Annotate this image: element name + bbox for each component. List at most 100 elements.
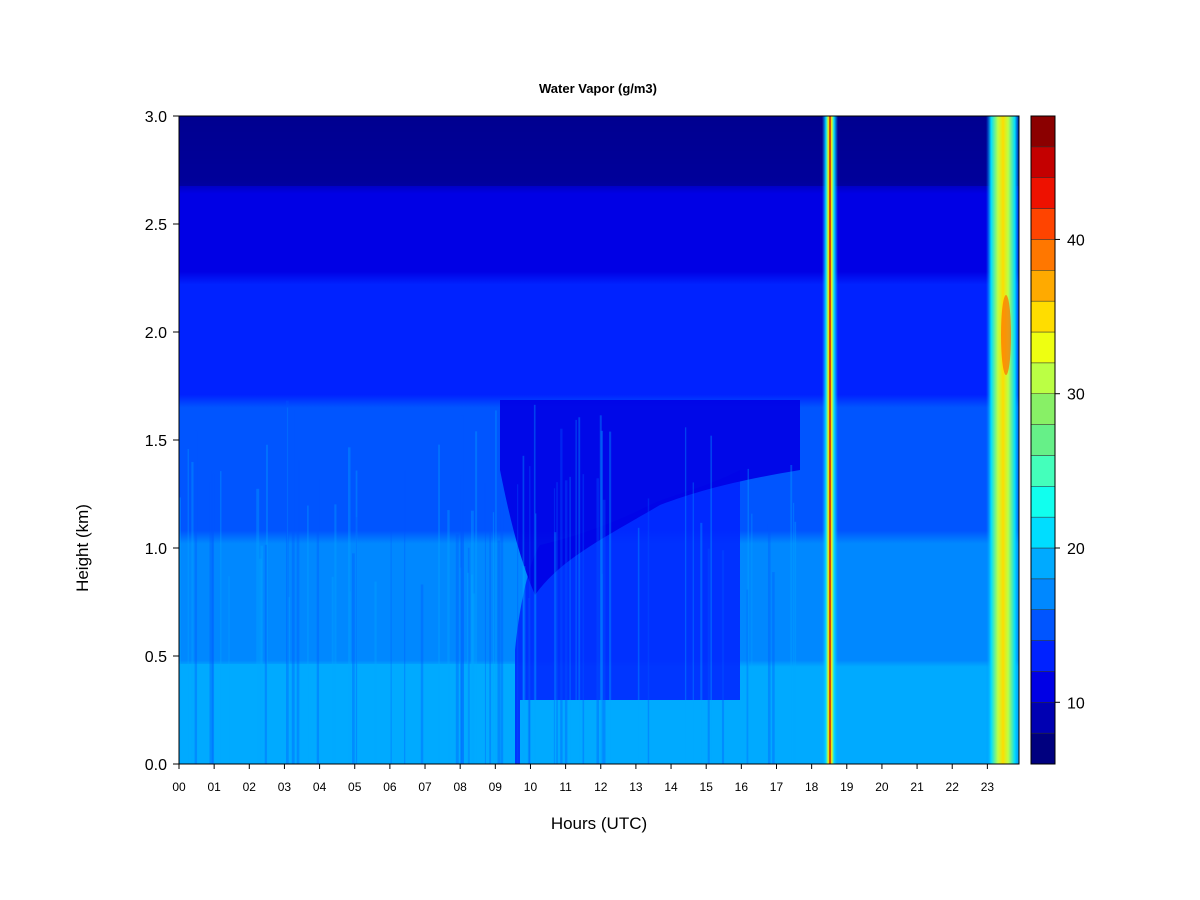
heatmap-streak	[495, 410, 497, 764]
colorbar-swatch	[1030, 300, 1056, 333]
heatmap-streak	[285, 400, 289, 764]
heatmap-streak	[355, 470, 358, 764]
heatmap-streak	[560, 428, 563, 764]
heatmap-streak	[692, 482, 694, 764]
heatmap-streak	[564, 480, 568, 764]
x-axis: 00 01 02 03 04 05 06 07 08 09 10 11 12 13 14 15 16 17 18 19…	[172, 764, 994, 794]
heatmap-streak	[707, 548, 710, 764]
heatmap-streak	[529, 466, 531, 764]
colorbar-swatch	[1030, 146, 1056, 178]
heatmap-streak	[554, 532, 557, 764]
heatmap-streak	[517, 484, 519, 764]
y-axis: 0.0 0.5 1.0 1.5 2.0 2.5 3.0	[145, 109, 179, 774]
x-tick-label: 01	[207, 780, 221, 794]
heatmap-streak	[553, 488, 556, 764]
colorbar-swatch	[1030, 424, 1056, 456]
x-tick-label: 06	[383, 780, 397, 794]
heatmap-streak	[286, 407, 289, 764]
moisture-plume-18h	[822, 116, 838, 764]
colorbar: 10 20 30 40	[1030, 115, 1085, 765]
heatmap-streak	[316, 478, 320, 764]
y-tick-label: 2.5	[145, 217, 167, 234]
heatmap-streak	[331, 576, 334, 764]
colorbar-swatch	[1030, 702, 1056, 734]
heatmap-streak	[599, 415, 602, 764]
heatmap-streak	[522, 566, 526, 764]
upper-dry-band	[179, 116, 1019, 186]
heatmap-streak	[220, 471, 222, 764]
x-tick-label: 17	[770, 780, 784, 794]
colorbar-swatch	[1030, 115, 1056, 148]
heatmap-streak	[600, 430, 604, 764]
heatmap-streak	[460, 415, 464, 764]
heatmap-streak	[500, 488, 504, 764]
x-axis-label: Hours (UTC)	[551, 814, 647, 833]
heatmap-streak	[466, 572, 469, 764]
heatmap-streak	[492, 512, 495, 764]
heatmap-streak	[767, 523, 771, 764]
x-tick-label: 16	[735, 780, 749, 794]
heatmap-streak	[212, 473, 215, 764]
colorbar-swatch	[1030, 270, 1056, 302]
x-tick-label: 23	[981, 780, 995, 794]
heatmap-streak	[602, 499, 606, 764]
heatmap-streak	[420, 584, 424, 764]
heatmap-streak	[374, 581, 377, 764]
colorbar-swatch	[1030, 671, 1056, 703]
x-tick-label: 18	[805, 780, 819, 794]
x-tick-label: 08	[453, 780, 467, 794]
heatmap-streak	[569, 476, 571, 764]
colorbar-swatch	[1030, 547, 1056, 580]
heatmap-streak	[390, 405, 392, 764]
x-tick-label: 20	[875, 780, 889, 794]
heatmap-streak	[535, 513, 537, 764]
y-tick-label: 1.0	[145, 541, 167, 558]
heatmap-streak	[462, 501, 464, 764]
heatmap-streak	[191, 461, 194, 764]
heatmap-streak	[471, 574, 474, 764]
colorbar-swatch	[1030, 455, 1056, 487]
heatmap-streak	[575, 419, 577, 764]
colorbar-tick-label: 20	[1067, 541, 1085, 558]
plume-23h-core	[1001, 295, 1011, 375]
y-tick-label: 3.0	[145, 109, 167, 126]
heatmap-streak	[260, 545, 264, 764]
heatmap-streak	[637, 527, 640, 764]
dry-region-upper	[500, 400, 800, 595]
heatmap-streak	[522, 455, 525, 764]
heatmap-streak	[596, 478, 599, 764]
heatmap-streak	[296, 531, 299, 764]
heatmap-streak	[349, 591, 351, 764]
x-tick-label: 11	[559, 780, 572, 794]
surface-moist-layer-late	[520, 700, 820, 764]
colorbar-swatch	[1030, 640, 1056, 672]
colorbar-tick-label: 40	[1067, 232, 1085, 249]
heatmap-streak	[467, 547, 470, 764]
x-tick-label: 21	[910, 780, 924, 794]
colorbar-swatch	[1030, 732, 1056, 765]
heatmap-streak	[352, 553, 355, 764]
heatmap-streak	[484, 482, 486, 764]
heatmap-streak	[228, 576, 230, 764]
x-tick-label: 05	[348, 780, 362, 794]
heatmap-streak	[256, 488, 260, 764]
x-tick-label: 10	[524, 780, 538, 794]
heatmap-streak	[475, 431, 478, 764]
colorbar-swatch	[1030, 609, 1056, 641]
x-tick-label: 03	[278, 780, 292, 794]
heatmap-streak	[291, 410, 295, 764]
colorbar-swatch	[1030, 393, 1056, 425]
moisture-plume-23h	[986, 116, 1019, 764]
colorbar-tick-label: 30	[1067, 387, 1085, 404]
colorbar-swatch	[1030, 331, 1056, 364]
heatmap-streak	[700, 522, 703, 764]
x-tick-label: 13	[629, 780, 643, 794]
heatmap-streak	[794, 521, 797, 764]
heatmap-streak	[684, 427, 687, 764]
heatmap-streak	[772, 572, 775, 764]
heatmap-streak	[404, 470, 406, 764]
colorbar-frame	[1030, 115, 1056, 765]
surface-moist-layer	[179, 664, 515, 764]
heatmap-streak	[347, 447, 351, 764]
